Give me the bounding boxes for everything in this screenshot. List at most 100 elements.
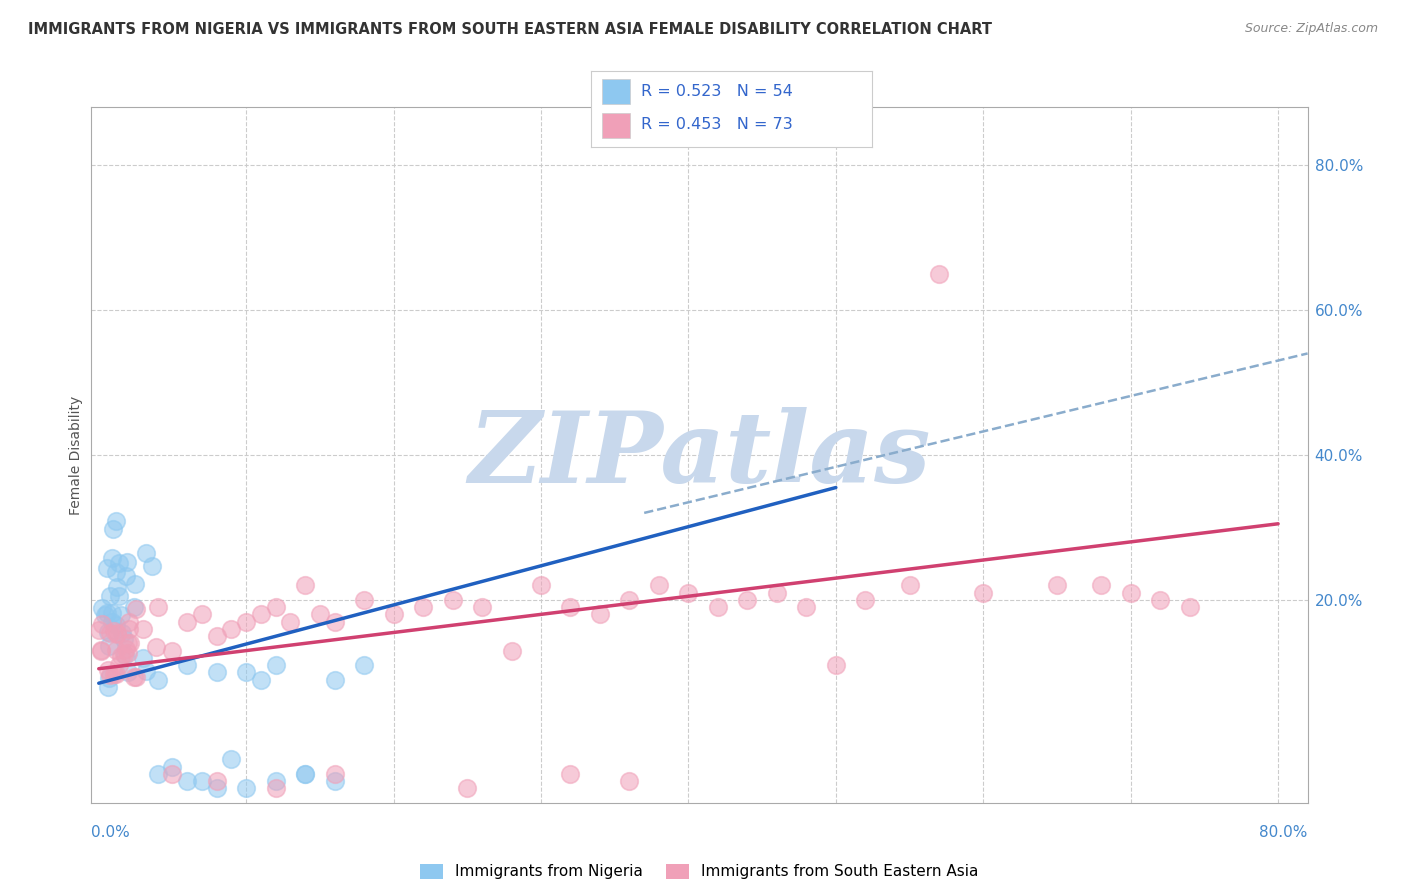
Point (853, 592, 876, 607)
Point (89, 623, 111, 637)
Point (135, 664, 157, 678)
Point (90, 643, 112, 657)
Point (107, 589, 129, 603)
FancyBboxPatch shape (602, 79, 630, 104)
Point (1178, 600, 1201, 615)
Point (250, 673, 273, 687)
Point (100, 668, 122, 682)
Point (796, 600, 818, 615)
Point (132, 651, 155, 665)
Point (456, 781, 478, 796)
Point (501, 643, 523, 657)
Point (110, 607, 132, 622)
Point (98, 626, 121, 640)
Point (135, 546, 157, 560)
Point (530, 578, 553, 592)
Point (112, 647, 135, 661)
Point (108, 658, 131, 673)
Point (280, 615, 302, 629)
Text: Source: ZipAtlas.com: Source: ZipAtlas.com (1244, 22, 1378, 36)
FancyBboxPatch shape (602, 113, 630, 138)
Point (108, 557, 131, 571)
Point (1149, 592, 1171, 607)
Point (90, 616, 112, 631)
Point (323, 774, 346, 789)
Point (103, 522, 125, 536)
Point (101, 607, 124, 621)
Point (125, 602, 148, 616)
Point (105, 626, 128, 640)
Point (264, 774, 287, 789)
Point (114, 648, 136, 663)
Legend: Immigrants from Nigeria, Immigrants from South Eastern Asia: Immigrants from Nigeria, Immigrants from… (415, 857, 984, 886)
Point (205, 665, 228, 680)
Text: 0.0%: 0.0% (91, 825, 131, 840)
Point (117, 615, 139, 630)
Point (619, 774, 641, 789)
Point (235, 615, 257, 629)
Point (124, 576, 146, 591)
Point (103, 666, 125, 681)
Point (619, 592, 641, 607)
Point (205, 774, 228, 789)
Point (191, 607, 214, 622)
Point (235, 781, 257, 796)
Point (323, 766, 346, 781)
Point (176, 774, 198, 789)
Point (107, 627, 129, 641)
Point (824, 658, 846, 673)
Point (264, 781, 287, 796)
Point (294, 578, 316, 592)
Point (766, 585, 789, 599)
Point (90, 644, 112, 658)
Point (146, 673, 169, 687)
Point (98, 589, 121, 603)
Point (1046, 578, 1069, 592)
Point (141, 558, 163, 573)
Point (115, 555, 138, 569)
Point (221, 622, 243, 636)
Text: IMMIGRANTS FROM NIGERIA VS IMMIGRANTS FROM SOUTH EASTERN ASIA FEMALE DISABILITY : IMMIGRANTS FROM NIGERIA VS IMMIGRANTS FR… (28, 22, 993, 37)
Point (103, 624, 125, 639)
Point (205, 629, 228, 643)
Point (115, 642, 138, 657)
Point (162, 766, 184, 781)
Point (118, 622, 141, 636)
Text: ZIPatlas: ZIPatlas (468, 407, 931, 503)
Point (97, 663, 120, 677)
Point (124, 599, 146, 614)
Point (132, 622, 155, 636)
Point (309, 607, 332, 622)
Point (117, 636, 139, 650)
Point (1119, 585, 1142, 599)
Point (353, 658, 375, 673)
Point (162, 759, 184, 773)
Point (412, 600, 434, 615)
Point (117, 646, 139, 660)
Point (471, 600, 494, 615)
Point (323, 673, 346, 687)
Point (101, 550, 124, 565)
Point (101, 615, 124, 630)
Point (191, 774, 214, 789)
Point (898, 578, 921, 592)
Text: R = 0.523   N = 54: R = 0.523 N = 54 (641, 84, 793, 99)
Point (105, 566, 128, 580)
Y-axis label: Female Disability: Female Disability (69, 395, 83, 515)
Point (176, 615, 198, 629)
Point (104, 643, 127, 657)
Point (146, 600, 169, 615)
Point (221, 752, 243, 766)
Point (117, 665, 139, 680)
Point (105, 667, 128, 681)
Point (96, 606, 118, 620)
Point (560, 600, 582, 615)
Point (441, 592, 464, 607)
Point (176, 658, 198, 673)
Point (264, 658, 287, 673)
Point (294, 766, 316, 781)
Point (97, 680, 120, 694)
Point (118, 636, 141, 650)
Point (264, 600, 287, 615)
Point (205, 781, 228, 796)
